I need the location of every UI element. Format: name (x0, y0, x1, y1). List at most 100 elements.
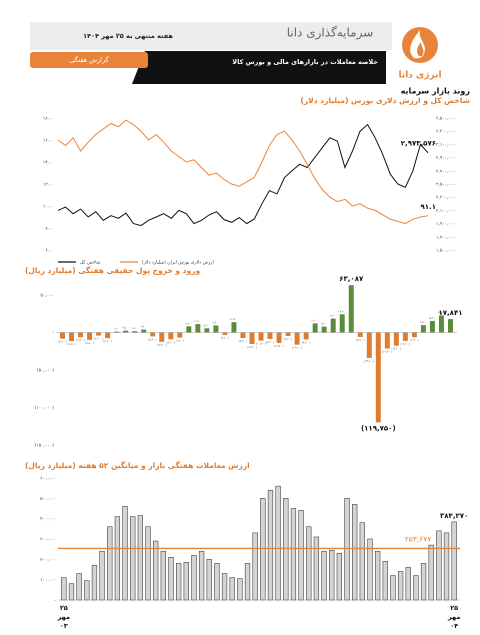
value-label: (۶,۳۰۰) (410, 338, 418, 342)
bar (145, 526, 151, 601)
bar (303, 332, 309, 340)
end-label: ۹۱.۱ (421, 203, 436, 211)
logo-text: انرژی دانا (398, 71, 441, 81)
value-label: (۵,۹۰۰) (356, 338, 364, 342)
series-line (57, 123, 429, 227)
value-label: (۸,۲۰۰) (58, 340, 66, 344)
value-label: (۱۰,۸۰۰) (256, 342, 266, 346)
value-label: (۴,۱۰۰) (94, 337, 102, 341)
bar (150, 332, 156, 337)
bar (114, 331, 120, 333)
bar (168, 332, 174, 340)
value-label: ۱۳,۸۰۰ (230, 318, 238, 321)
value-label: ۹,۸۰۰ (420, 321, 426, 324)
bar (237, 578, 243, 601)
value-label: ۲۲,۷۰۰ (438, 311, 446, 314)
value-label: ۶۳,۰۸۷ (339, 275, 364, 283)
end-label: ۲,۹۷۳,۵۷۶ (401, 140, 436, 148)
bar (221, 573, 228, 601)
bar (405, 567, 411, 601)
bar (260, 498, 266, 601)
bar (153, 540, 159, 601)
tab-text: گزارش هفتگی (69, 56, 109, 64)
bar (91, 565, 98, 601)
bar (294, 332, 300, 345)
bar (168, 557, 174, 601)
bar (375, 550, 381, 601)
y2-tick-label: ۱,۹۰۰,۰۰۰ (436, 222, 456, 227)
x-tick-label: ۲۵ مهر ۰۴ (447, 604, 460, 630)
value-label: ۲۴,۳۰۰ (338, 310, 346, 313)
y2-tick-label: ۲,۹۰۰,۰۰۰ (436, 156, 456, 161)
bar (321, 326, 327, 333)
bar (96, 332, 102, 336)
y-tick-label: ۱۴۰.۰ (43, 161, 54, 166)
bar (206, 559, 212, 601)
bar (384, 332, 390, 349)
value-label: (۲۱,۴۰۰) (382, 350, 392, 354)
chart-title: ورود و خروج پول حقیقی هفتگی (میلیارد ریا… (25, 266, 201, 275)
bar (390, 575, 396, 601)
average-label: ۲۵۳,۶۷۷ (405, 534, 432, 543)
bar (443, 532, 450, 601)
value-label: ۸,۳۰۰ (186, 322, 192, 325)
value-label: ۳۸۴,۲۷۰ (440, 512, 468, 520)
bar (204, 328, 210, 333)
value-label: (۵,۲۰۰) (149, 337, 157, 341)
y2-tick-label: ۳,۱۰۰,۰۰۰ (436, 142, 456, 148)
bar (298, 510, 304, 601)
value-label: ۱۷,۸۴۱ (438, 309, 462, 317)
bar (375, 332, 381, 423)
bar (87, 332, 93, 340)
y-tick-label: ۱۸۰.۰ (43, 117, 54, 122)
x-tick-label: ۲۵ مهر ۰۳ (57, 604, 70, 630)
bar (276, 332, 282, 343)
bar (336, 552, 342, 601)
bar (122, 506, 128, 601)
bar (321, 550, 327, 601)
logo-flame-inner (417, 42, 424, 56)
bar (348, 285, 354, 333)
value-label: (۳۳,۸۰۰) (364, 359, 374, 363)
bar (186, 326, 192, 333)
report-date: هفته منتهی به ۲۵ مهر ۱۴۰۴ (83, 32, 173, 40)
value-label: (۹,۱۰۰) (167, 340, 175, 344)
bar (244, 563, 251, 601)
y-tick-label: ۵۰۰,۰۰۰ (40, 497, 56, 502)
value-label: (۳,۲۰۰) (221, 336, 229, 340)
bar (283, 498, 289, 601)
y-tick-label: ۱۲۰.۰ (43, 183, 54, 188)
bar (267, 332, 273, 339)
y-tick-label: - (52, 331, 54, 336)
tab (30, 52, 148, 68)
bar (132, 331, 138, 333)
value-label: ۹,۴۰۰ (213, 321, 219, 324)
bar (114, 516, 121, 601)
bar (359, 522, 365, 601)
bar (436, 530, 442, 601)
bar (107, 526, 113, 601)
bar (198, 550, 205, 601)
bar (176, 563, 182, 601)
bar (329, 549, 335, 601)
bar (159, 332, 165, 342)
bar (229, 577, 235, 601)
y-tick-label: ۸۰.۰ (45, 227, 54, 232)
value-label: ۱۲,۱۰۰ (311, 319, 319, 322)
y2-tick-label: ۱,۵۰۰,۰۰۰ (436, 249, 456, 254)
bar (429, 320, 435, 333)
bar (213, 325, 219, 333)
legend-label: ارزش دلاری بورس ایران (میلیارد دلار) (142, 260, 214, 266)
y-tick-label: (۵۰,۰۰۰) (37, 368, 54, 374)
y-tick-label: ۶۰.۰ (45, 249, 54, 254)
y-tick-label: ۲۰۰,۰۰۰ (40, 558, 56, 563)
bar (413, 575, 419, 601)
bar (313, 536, 320, 601)
legend-label: شاخص کل (80, 260, 101, 266)
section-title: روند بازار سرمایه (401, 87, 471, 96)
bar (177, 332, 183, 338)
bar (130, 516, 136, 601)
y-tick-label: ۵۰,۰۰۰ (40, 294, 54, 299)
value-label: ۱,۲۰۰ (113, 328, 119, 331)
